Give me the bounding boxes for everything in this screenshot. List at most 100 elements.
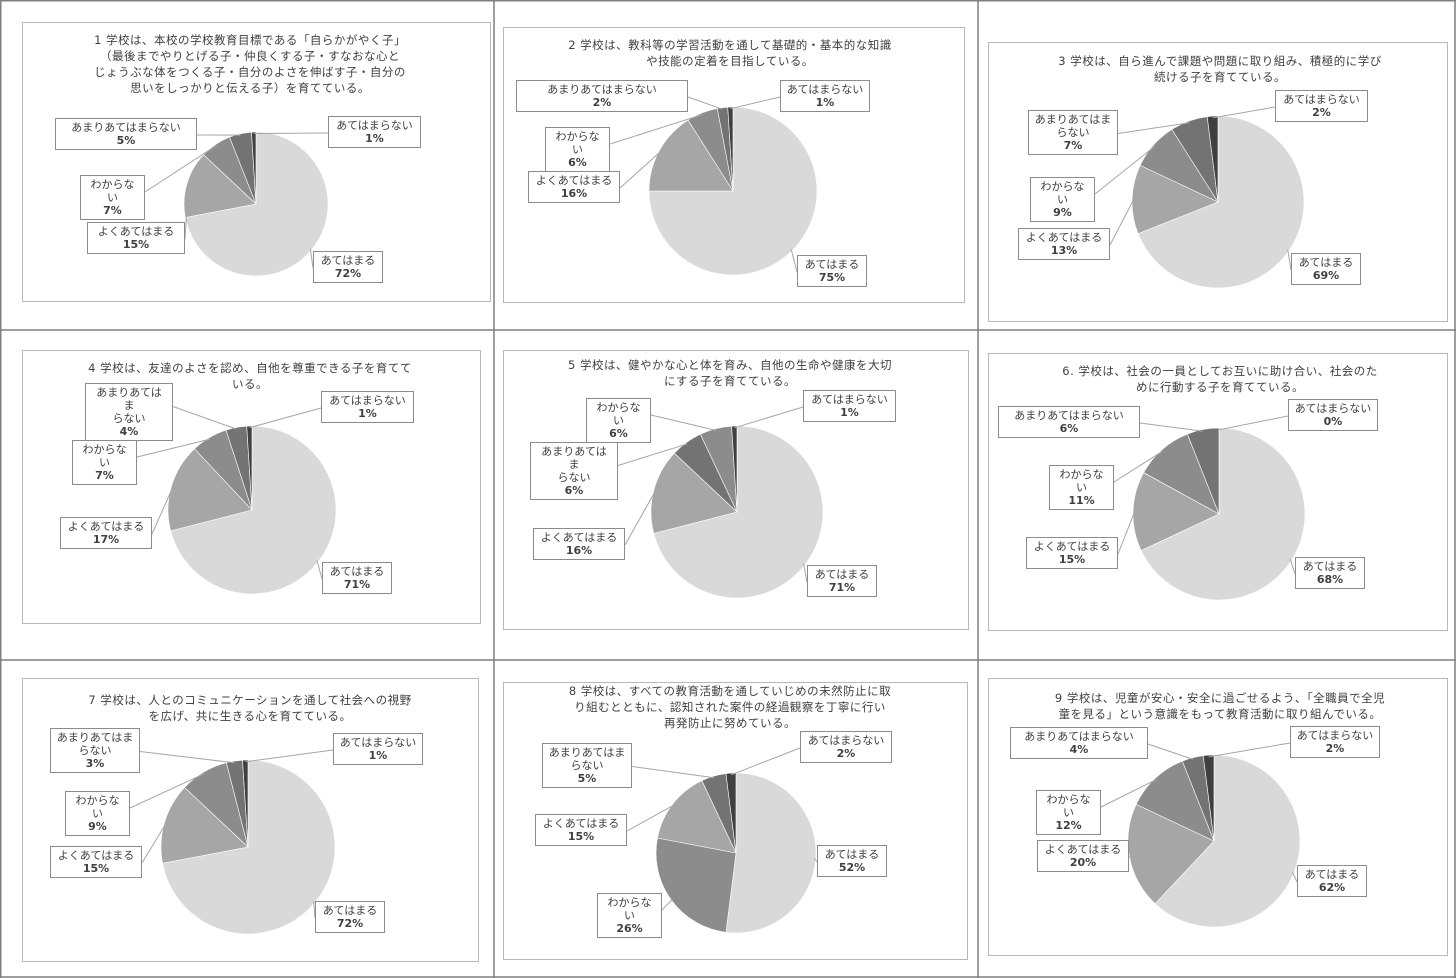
leader-line [631, 766, 715, 779]
data-label-percent: 1% [840, 406, 859, 419]
leader-line [1117, 122, 1190, 134]
leader-line [650, 414, 717, 431]
data-label-percent: 75% [818, 271, 846, 284]
data-label: あてはまる 72% [315, 901, 385, 933]
leader-line [626, 804, 675, 832]
data-label-percent: 3% [85, 757, 105, 770]
data-label: よくあてはまる 15% [50, 846, 142, 878]
leader-line [1113, 450, 1164, 483]
data-label: あてはまる 52% [817, 845, 887, 877]
leader-line [1218, 415, 1289, 431]
data-label: あてはまらない 2% [1290, 726, 1380, 758]
data-label-percent: 2% [1325, 742, 1345, 755]
data-label: あまりあてはま らない 3% [50, 728, 140, 773]
data-label-percent: 15% [122, 238, 150, 251]
pie-slice [162, 759, 336, 935]
data-label-category: あてはまる [1298, 256, 1354, 269]
data-label-percent: 5% [116, 134, 136, 147]
data-label-category: あてはまる [320, 254, 376, 267]
data-label-category: あてはまる [814, 568, 870, 581]
data-label: わからない 12% [1036, 790, 1101, 835]
data-label-category: あてはまる [804, 258, 860, 271]
data-label-category: わからない [1040, 180, 1085, 206]
data-label: わからない 6% [545, 127, 610, 172]
data-label-percent: 6% [568, 156, 587, 169]
data-label-percent: 1% [815, 96, 835, 109]
data-label-category: あてはまらない [1296, 729, 1374, 742]
data-label: あてはまる 72% [313, 251, 383, 283]
data-label-category: あてはまらない [329, 394, 406, 407]
data-label: あてはまらない 1% [803, 390, 896, 422]
data-label-category: よくあてはまる [540, 531, 618, 544]
data-label-percent: 71% [343, 578, 371, 591]
data-label-category: あてはまらない [807, 734, 885, 747]
leader-line [617, 443, 688, 466]
data-label-percent: 68% [1316, 573, 1344, 586]
data-label: わからない 7% [72, 440, 137, 485]
leader-line [245, 749, 334, 763]
data-label: あてはまる 68% [1295, 557, 1365, 589]
leader-line [609, 114, 703, 145]
chart-title: 7 学校は、人とのコミュニケーションを通して社会への視野 を広げ、共に生きる心を… [88, 693, 412, 723]
data-label-category: よくあてはまる [1033, 540, 1111, 553]
leader-line [1139, 422, 1204, 432]
data-label-percent: 4% [1069, 743, 1089, 756]
data-label: あてはまらない 2% [800, 731, 892, 763]
data-label-category: よくあてはまる [1025, 231, 1103, 244]
pie-slice [1137, 115, 1305, 289]
leader-line [1100, 779, 1157, 808]
data-label: あまりあてはま らない 7% [1028, 110, 1118, 155]
data-label-category: よくあてはまる [67, 520, 145, 533]
data-label-category: よくあてはまる [57, 849, 135, 862]
pie-slice [648, 119, 734, 192]
data-label-percent: 6% [1059, 422, 1079, 435]
pie-slice [650, 452, 738, 534]
data-label-percent: 6% [609, 427, 628, 440]
leader-line [1287, 249, 1292, 271]
data-label-percent: 16% [565, 544, 593, 557]
data-label: よくあてはまる 15% [87, 222, 185, 254]
leader-line [730, 96, 781, 110]
data-label: あてはまらない 1% [780, 80, 870, 112]
pie-slice [160, 787, 249, 864]
data-label: よくあてはまる 13% [1018, 228, 1110, 260]
chart-title: 3 学校は、自ら進んで課題や問題に取り組み、積極的に学び 続ける子を育てている。 [1058, 54, 1382, 84]
data-label-percent: 6% [564, 484, 584, 497]
data-label: あまりあてはまらない 6% [998, 406, 1140, 438]
chart-title: 1 学校は、本校の学校教育目標である「自らかがやく子」 （最後までやりとげる子・… [94, 33, 406, 95]
data-label: あまりあてはまらない 4% [1010, 727, 1148, 759]
pie-slice [183, 154, 257, 218]
leader-line [316, 560, 323, 580]
chart-title: 9 学校は、児童が安心・安全に過ごせるよう、「全職員で全児 童を見る」という意識… [1054, 691, 1386, 721]
data-label-category: あまりあてはま らない [548, 746, 626, 772]
data-label-percent: 69% [1312, 269, 1340, 282]
data-label: あてはまらない 1% [321, 391, 414, 423]
data-label: よくあてはまる 15% [1026, 537, 1118, 569]
data-label-category: わからない [607, 896, 652, 922]
pie-slice [167, 448, 253, 532]
data-label: よくあてはまる 20% [1037, 840, 1129, 872]
leader-line [1117, 511, 1136, 555]
data-label-percent: 71% [828, 581, 856, 594]
data-label-percent: 16% [560, 187, 588, 200]
data-label-percent: 20% [1069, 856, 1097, 869]
leader-line [1109, 199, 1135, 246]
data-label-category: あてはまる [322, 904, 378, 917]
pie-slice [242, 759, 249, 848]
data-label-category: あまりあてはま らない [1034, 113, 1112, 139]
data-label-percent: 72% [334, 267, 362, 280]
data-label-percent: 7% [95, 469, 114, 482]
data-label: あてはまらない 2% [1275, 90, 1368, 122]
leader-line [813, 857, 818, 863]
leader-line [730, 747, 801, 776]
leader-line [184, 184, 189, 240]
leader-line [1147, 743, 1194, 760]
pie-slice [184, 131, 329, 277]
data-label: わからない 7% [80, 175, 145, 220]
data-label: あてはまらない 1% [333, 733, 423, 765]
